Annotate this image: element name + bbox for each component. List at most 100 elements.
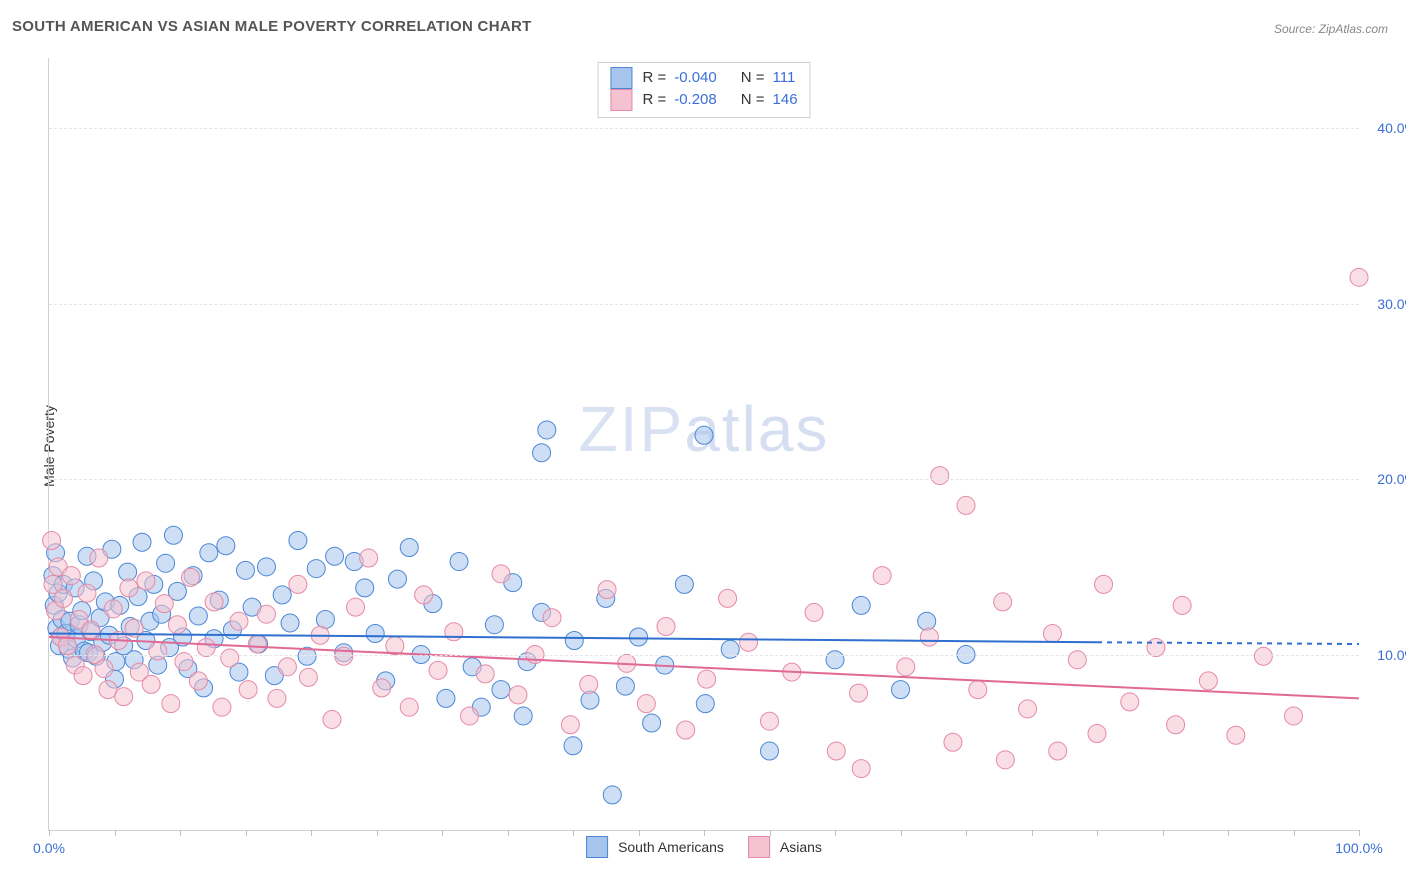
scatter-point — [476, 665, 494, 683]
legend-swatch-south-americans — [586, 836, 608, 858]
scatter-point — [205, 593, 223, 611]
scatter-point — [142, 675, 160, 693]
legend-bottom: South Americans Asians — [586, 836, 822, 858]
scatter-point — [237, 561, 255, 579]
scatter-point — [492, 565, 510, 583]
scatter-point — [637, 695, 655, 713]
x-tick-mark — [508, 830, 509, 836]
x-tick-mark — [966, 830, 967, 836]
scatter-point — [1167, 716, 1185, 734]
scatter-point — [918, 612, 936, 630]
x-tick-mark — [311, 830, 312, 836]
scatter-point — [115, 688, 133, 706]
n-label-1: N = — [741, 67, 765, 89]
r-value-2: -0.208 — [674, 89, 717, 111]
x-tick-mark — [901, 830, 902, 836]
scatter-point — [603, 786, 621, 804]
scatter-point — [1121, 693, 1139, 711]
scatter-point — [239, 681, 257, 699]
gridline — [49, 128, 1359, 129]
scatter-point — [157, 554, 175, 572]
scatter-point — [677, 721, 695, 739]
x-tick-label: 100.0% — [1335, 840, 1382, 856]
y-tick-label: 40.0% — [1365, 120, 1406, 136]
scatter-point — [852, 760, 870, 778]
scatter-point — [388, 570, 406, 588]
gridline — [49, 304, 1359, 305]
scatter-point — [189, 607, 207, 625]
scatter-point — [257, 558, 275, 576]
scatter-point — [356, 579, 374, 597]
scatter-point — [164, 526, 182, 544]
scatter-point — [58, 637, 76, 655]
scatter-point — [54, 589, 72, 607]
scatter-point — [509, 686, 527, 704]
scatter-point — [630, 628, 648, 646]
scatter-point — [931, 467, 949, 485]
scatter-point — [1350, 268, 1368, 286]
scatter-point — [82, 621, 100, 639]
scatter-point — [514, 707, 532, 725]
x-tick-mark — [442, 830, 443, 836]
scatter-point — [347, 598, 365, 616]
scatter-point — [307, 560, 325, 578]
scatter-point — [248, 635, 266, 653]
scatter-point — [162, 695, 180, 713]
scatter-point — [326, 547, 344, 565]
scatter-point — [400, 698, 418, 716]
scatter-point — [221, 649, 239, 667]
x-tick-mark — [377, 830, 378, 836]
scatter-point — [580, 675, 598, 693]
scatter-point — [200, 544, 218, 562]
scatter-point — [852, 596, 870, 614]
scatter-point — [581, 691, 599, 709]
scatter-point — [969, 681, 987, 699]
scatter-point — [533, 444, 551, 462]
scatter-point — [133, 533, 151, 551]
scatter-point — [78, 584, 96, 602]
scatter-point — [1227, 726, 1245, 744]
scatter-point — [944, 733, 962, 751]
scatter-point — [273, 586, 291, 604]
stats-row-1: R = -0.040 N = 111 — [610, 67, 797, 89]
scatter-point — [721, 640, 739, 658]
scatter-point — [616, 677, 634, 695]
scatter-point — [74, 667, 92, 685]
r-value-1: -0.040 — [674, 67, 717, 89]
scatter-point — [1095, 575, 1113, 593]
scatter-point — [805, 603, 823, 621]
x-tick-mark — [1359, 830, 1360, 836]
legend-swatch-asians — [748, 836, 770, 858]
scatter-point — [137, 572, 155, 590]
scatter-point — [95, 660, 113, 678]
scatter-point — [994, 593, 1012, 611]
stats-row-2: R = -0.208 N = 146 — [610, 89, 797, 111]
scatter-point — [957, 496, 975, 514]
scatter-point — [155, 595, 173, 613]
scatter-point — [564, 737, 582, 755]
scatter-point — [695, 426, 713, 444]
chart-container: SOUTH AMERICAN VS ASIAN MALE POVERTY COR… — [0, 0, 1406, 892]
scatter-point — [213, 698, 231, 716]
scatter-point — [761, 742, 779, 760]
legend-label-2: Asians — [780, 839, 822, 855]
x-tick-mark — [1032, 830, 1033, 836]
x-tick-label: 0.0% — [33, 840, 65, 856]
scatter-point — [1285, 707, 1303, 725]
swatch-asians — [610, 89, 632, 111]
scatter-point — [149, 642, 167, 660]
scatter-point — [538, 421, 556, 439]
x-tick-mark — [1097, 830, 1098, 836]
x-tick-mark — [770, 830, 771, 836]
scatter-point — [543, 609, 561, 627]
scatter-point — [445, 623, 463, 641]
scatter-point — [289, 532, 307, 550]
scatter-point — [400, 539, 418, 557]
scatter-point — [120, 579, 138, 597]
r-label-1: R = — [642, 67, 666, 89]
scatter-point — [323, 710, 341, 728]
swatch-south-americans — [610, 67, 632, 89]
scatter-point — [485, 616, 503, 634]
scatter-point — [43, 532, 61, 550]
scatter-point — [230, 612, 248, 630]
